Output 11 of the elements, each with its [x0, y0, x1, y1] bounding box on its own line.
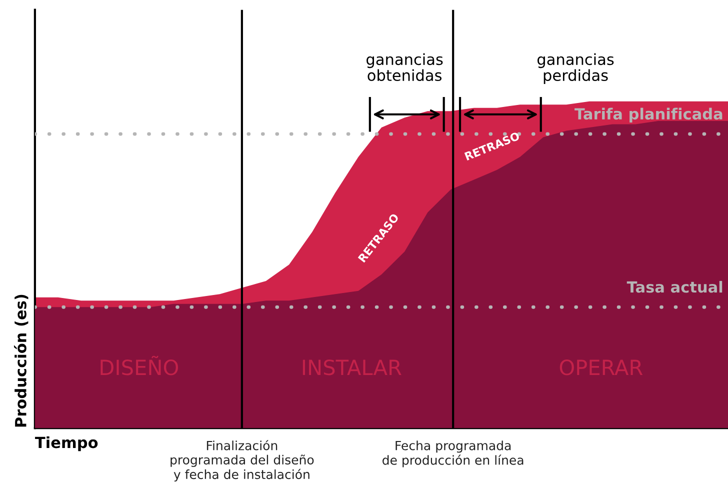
ref-line-label: Tasa actual [626, 280, 722, 293]
annotation: OPERAR [560, 360, 643, 376]
x-axis-title: Tiempo [35, 436, 98, 452]
y-axis-title: Producción (es) [14, 294, 28, 427]
text: Finalización programada del diseño y fecha de instalación [170, 440, 314, 482]
text: ganancias obtenidas [366, 53, 443, 82]
text: ganancias perdidas [537, 53, 614, 84]
ref-line-label: Tarifa planificada [574, 108, 722, 123]
annotation: DISEÑO [100, 356, 178, 376]
annotation: INSTALAR [302, 360, 402, 376]
text: Fecha programada de producción en línea [382, 440, 524, 468]
